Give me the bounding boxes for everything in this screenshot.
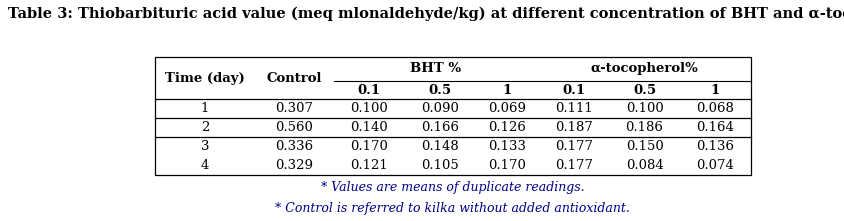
Text: 2: 2 xyxy=(201,121,209,134)
Text: 0.069: 0.069 xyxy=(487,102,525,115)
Text: 0.074: 0.074 xyxy=(695,159,733,172)
Text: 0.133: 0.133 xyxy=(487,140,525,153)
Text: 1: 1 xyxy=(501,84,511,97)
Text: 0.170: 0.170 xyxy=(487,159,525,172)
Bar xyxy=(154,57,749,175)
Text: 0.105: 0.105 xyxy=(420,159,458,172)
Text: 0.111: 0.111 xyxy=(555,102,592,115)
Text: BHT %: BHT % xyxy=(410,62,461,75)
Text: 0.126: 0.126 xyxy=(487,121,525,134)
Text: 0.100: 0.100 xyxy=(625,102,663,115)
Text: 4: 4 xyxy=(201,159,209,172)
Text: * Values are means of duplicate readings.: * Values are means of duplicate readings… xyxy=(321,181,584,194)
Text: 0.084: 0.084 xyxy=(625,159,663,172)
Text: 0.164: 0.164 xyxy=(695,121,733,134)
Text: 0.140: 0.140 xyxy=(349,121,387,134)
Text: 0.136: 0.136 xyxy=(695,140,733,153)
Text: 0.186: 0.186 xyxy=(625,121,663,134)
Text: 0.307: 0.307 xyxy=(275,102,313,115)
Text: 0.150: 0.150 xyxy=(625,140,663,153)
Text: 3: 3 xyxy=(201,140,209,153)
Text: * Control is referred to kilka without added antioxidant.: * Control is referred to kilka without a… xyxy=(275,202,630,215)
Text: 0.1: 0.1 xyxy=(357,84,380,97)
Text: 0.121: 0.121 xyxy=(349,159,387,172)
Text: 0.5: 0.5 xyxy=(428,84,451,97)
Text: 0.5: 0.5 xyxy=(632,84,655,97)
Text: 1: 1 xyxy=(710,84,719,97)
Text: Control: Control xyxy=(267,72,322,85)
Text: 0.329: 0.329 xyxy=(275,159,313,172)
Text: 0.100: 0.100 xyxy=(349,102,387,115)
Text: Table 3: Thiobarbituric acid value (meq mlonaldehyde/kg) at different concentrat: Table 3: Thiobarbituric acid value (meq … xyxy=(8,7,844,21)
Text: 0.560: 0.560 xyxy=(275,121,313,134)
Text: 0.148: 0.148 xyxy=(420,140,458,153)
Text: 0.090: 0.090 xyxy=(420,102,458,115)
Text: 0.166: 0.166 xyxy=(420,121,458,134)
Text: 0.068: 0.068 xyxy=(695,102,733,115)
Text: 0.170: 0.170 xyxy=(349,140,387,153)
Text: 0.336: 0.336 xyxy=(275,140,313,153)
Text: 0.177: 0.177 xyxy=(555,140,592,153)
Text: α-tocopherol%: α-tocopherol% xyxy=(590,62,698,75)
Text: 0.187: 0.187 xyxy=(555,121,592,134)
Text: 0.177: 0.177 xyxy=(555,159,592,172)
Text: Time (day): Time (day) xyxy=(165,72,245,85)
Text: 0.1: 0.1 xyxy=(561,84,585,97)
Text: 1: 1 xyxy=(201,102,209,115)
